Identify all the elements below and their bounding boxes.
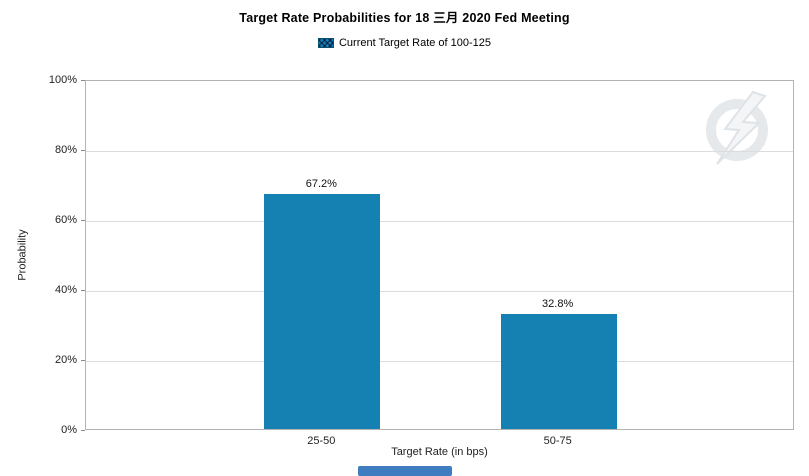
y-tick-mark: [81, 150, 85, 151]
gridline: [86, 291, 793, 292]
bar-50-75: [501, 314, 617, 429]
y-tick-mark: [81, 290, 85, 291]
y-axis-title-text: Probability: [17, 229, 30, 281]
gridline: [86, 361, 793, 362]
plot-area: [85, 80, 794, 430]
y-tick-label: 100%: [48, 74, 77, 86]
gridline: [86, 151, 793, 152]
gridline: [86, 221, 793, 222]
horizontal-scrollbar-thumb[interactable]: [358, 466, 452, 476]
chart-title: Target Rate Probabilities for 18 三月 2020…: [239, 11, 570, 25]
legend-swatch-icon: [317, 38, 334, 48]
legend-label: Current Target Rate of 100-125: [338, 37, 492, 49]
y-tick-mark: [81, 80, 85, 81]
bar-value-label: 67.2%: [305, 178, 337, 190]
watermark-logo-icon: [706, 90, 768, 165]
chart-legend: Current Target Rate of 100-125: [0, 37, 809, 49]
bar-25-50: [264, 194, 380, 429]
y-tick-mark: [81, 360, 85, 361]
x-axis-title: Target Rate (in bps): [391, 446, 488, 458]
x-tick-label: 25-50: [307, 435, 336, 447]
x-tick-label: 50-75: [543, 435, 572, 447]
y-tick-label: 20%: [54, 354, 77, 366]
y-tick-label: 0%: [61, 424, 77, 436]
bar-value-label: 32.8%: [542, 298, 574, 310]
y-axis-title: Probability: [14, 80, 32, 430]
y-tick-label: 60%: [54, 214, 77, 226]
y-tick-label: 40%: [54, 284, 77, 296]
y-tick-mark: [81, 220, 85, 221]
y-tick-mark: [81, 430, 85, 431]
y-tick-label: 80%: [54, 144, 77, 156]
